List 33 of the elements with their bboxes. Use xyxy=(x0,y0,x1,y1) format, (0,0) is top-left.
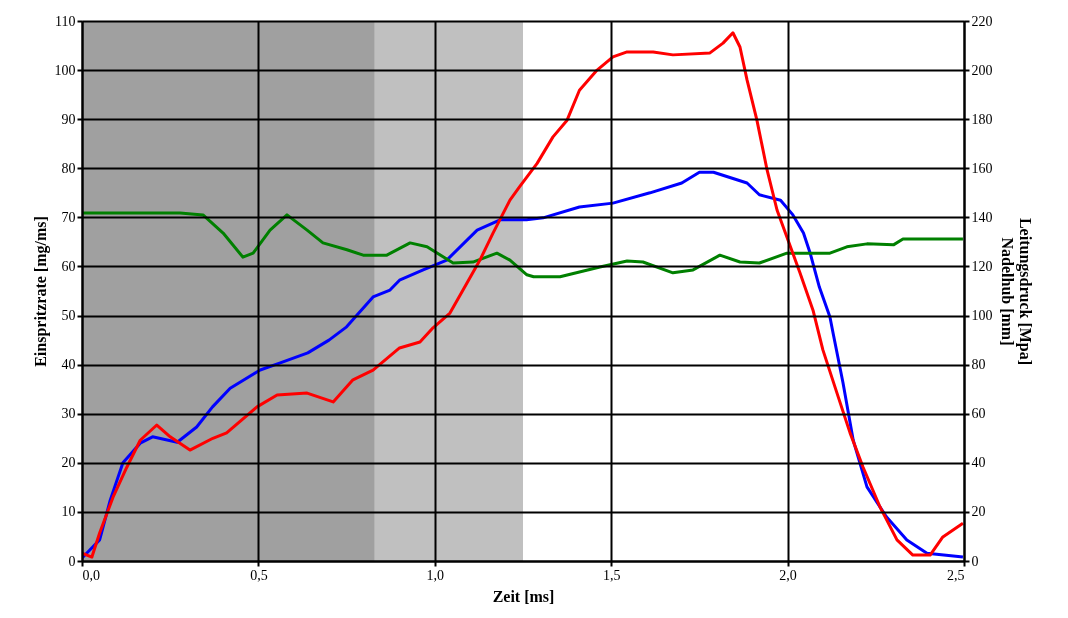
y-tick-label: 100 xyxy=(54,62,76,78)
y2-tick-label: 160 xyxy=(971,160,993,176)
x-tick-label: 1,5 xyxy=(602,567,621,583)
y-tick-label: 110 xyxy=(55,13,76,29)
y-tick-label: 80 xyxy=(61,160,76,176)
y-tick-label: 0 xyxy=(68,553,76,569)
y-tick-label: 30 xyxy=(61,406,76,422)
y2-tick-label: 180 xyxy=(971,111,993,127)
y-tick-label: 60 xyxy=(61,258,76,274)
y2-tick-label: 200 xyxy=(971,62,993,78)
x-tick-label: 2,5 xyxy=(947,567,965,583)
y2-tick-label: 220 xyxy=(971,13,993,29)
y2-tick-label: 140 xyxy=(971,209,993,225)
y2-tick-label: 60 xyxy=(971,406,986,422)
x-axis-title: Zeit [ms] xyxy=(492,587,555,605)
x-tick-label: 2,0 xyxy=(779,567,797,583)
y-tick-label: 20 xyxy=(61,455,76,471)
y2-tick-label: 100 xyxy=(971,308,993,324)
y-tick-label: 70 xyxy=(61,209,76,225)
y-axis-title: Einspritzrate [mg/ms] xyxy=(31,216,50,367)
x-tick-label: 1,0 xyxy=(426,567,445,583)
y2-tick-label: 0 xyxy=(971,553,979,569)
x-tick-label: 0,5 xyxy=(250,567,268,583)
y2-axis-title: Leitungsdruck [Mpa] Nadelhub [mm] xyxy=(998,217,1034,366)
y-tick-label: 40 xyxy=(61,357,76,373)
y2-tick-label: 40 xyxy=(971,455,986,471)
y-tick-label: 90 xyxy=(61,111,76,127)
y-tick-label: 50 xyxy=(61,308,76,324)
y2-tick-label: 120 xyxy=(971,258,993,274)
y2-tick-label: 20 xyxy=(971,504,986,520)
x-tick-label: 0,0 xyxy=(82,567,100,583)
y-tick-label: 10 xyxy=(61,504,76,520)
y2-tick-label: 80 xyxy=(971,357,986,373)
